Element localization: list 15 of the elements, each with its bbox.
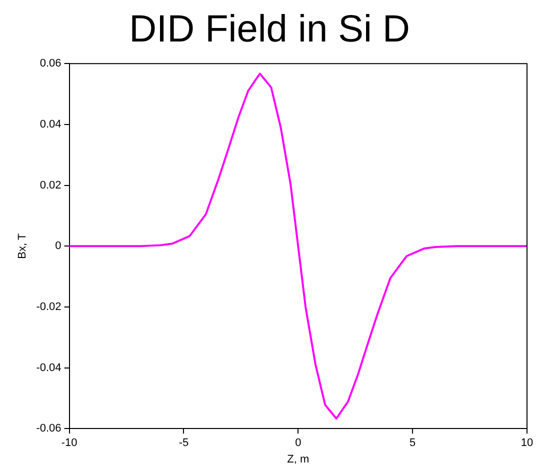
- chart-title: DID Field in Si D: [129, 8, 410, 50]
- x-tick-label: 0: [295, 437, 302, 450]
- x-axis-title: Z, m: [287, 453, 310, 466]
- x-tick-label: 10: [520, 437, 534, 450]
- y-tick-label: -0.04: [36, 362, 62, 374]
- y-tick-label: 0.06: [40, 58, 62, 70]
- y-tick-label: 0: [55, 240, 62, 252]
- x-tick-label: 5: [410, 437, 416, 450]
- y-tick-label: 0.02: [40, 179, 62, 192]
- y-axis-title: Bx, T: [16, 233, 29, 259]
- y-tick-label: 0.04: [40, 118, 62, 130]
- y-tick-label: -0.02: [36, 300, 62, 313]
- x-tick-label: -5: [178, 437, 189, 450]
- x-tick-label: -10: [61, 437, 78, 450]
- y-tick-label: -0.06: [36, 422, 62, 435]
